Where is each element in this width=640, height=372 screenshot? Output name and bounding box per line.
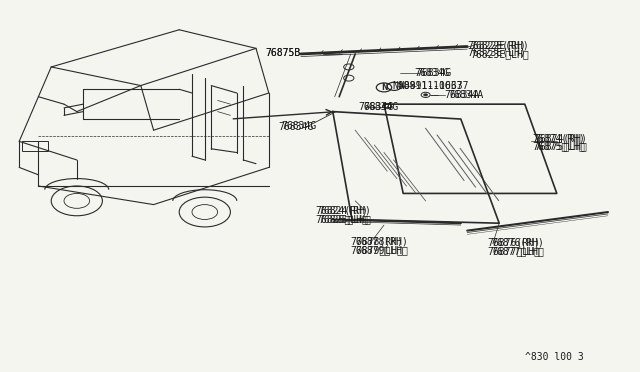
Text: 76878(RH): 76878(RH) bbox=[351, 237, 404, 247]
Text: 76834G: 76834G bbox=[282, 122, 317, 131]
Circle shape bbox=[424, 94, 428, 96]
Text: 76876(RH): 76876(RH) bbox=[492, 238, 545, 247]
Text: 76834G: 76834G bbox=[416, 68, 451, 78]
Text: 76879〈LH〉: 76879〈LH〉 bbox=[351, 246, 404, 255]
Text: 76877〈LH〉: 76877〈LH〉 bbox=[488, 246, 541, 256]
Text: 76834A: 76834A bbox=[448, 90, 483, 100]
Text: 76822E(RH): 76822E(RH) bbox=[467, 41, 526, 50]
Text: 76822E(RH): 76822E(RH) bbox=[470, 41, 529, 50]
Text: 76879〈LH〉: 76879〈LH〉 bbox=[355, 246, 408, 255]
Text: 76875〈LH〉: 76875〈LH〉 bbox=[534, 141, 588, 151]
Text: 76834A: 76834A bbox=[445, 90, 480, 100]
Text: ^830 l00 3: ^830 l00 3 bbox=[525, 352, 584, 362]
Text: N: N bbox=[381, 83, 387, 92]
Text: 76824(RH): 76824(RH) bbox=[319, 205, 372, 215]
Text: 76834G: 76834G bbox=[358, 102, 394, 112]
Text: 76875B: 76875B bbox=[266, 48, 301, 58]
Text: 76878(RH): 76878(RH) bbox=[355, 237, 408, 247]
Text: 76874(RH): 76874(RH) bbox=[532, 134, 586, 143]
Text: 76824(RH): 76824(RH) bbox=[315, 205, 368, 215]
Text: N08911-10637: N08911-10637 bbox=[398, 81, 468, 91]
Text: 76874(RH): 76874(RH) bbox=[534, 134, 588, 143]
Text: 76825〈LH〉: 76825〈LH〉 bbox=[315, 214, 368, 224]
Text: 76823E⟨LH⟩: 76823E⟨LH⟩ bbox=[467, 48, 526, 58]
Text: 76875B: 76875B bbox=[266, 48, 301, 58]
Text: 76834G: 76834G bbox=[278, 122, 314, 132]
Text: 76825〈LH〉: 76825〈LH〉 bbox=[319, 214, 372, 224]
Text: 76876(RH): 76876(RH) bbox=[488, 238, 541, 247]
Text: 76834G: 76834G bbox=[363, 102, 398, 112]
Text: N08911-10637: N08911-10637 bbox=[392, 81, 463, 91]
Text: 76875〈LH〉: 76875〈LH〉 bbox=[532, 141, 586, 151]
Text: 76877〈LH〉: 76877〈LH〉 bbox=[492, 246, 545, 256]
Text: 76834G: 76834G bbox=[415, 68, 450, 78]
Text: 76823E〈LH〉: 76823E〈LH〉 bbox=[470, 49, 529, 59]
